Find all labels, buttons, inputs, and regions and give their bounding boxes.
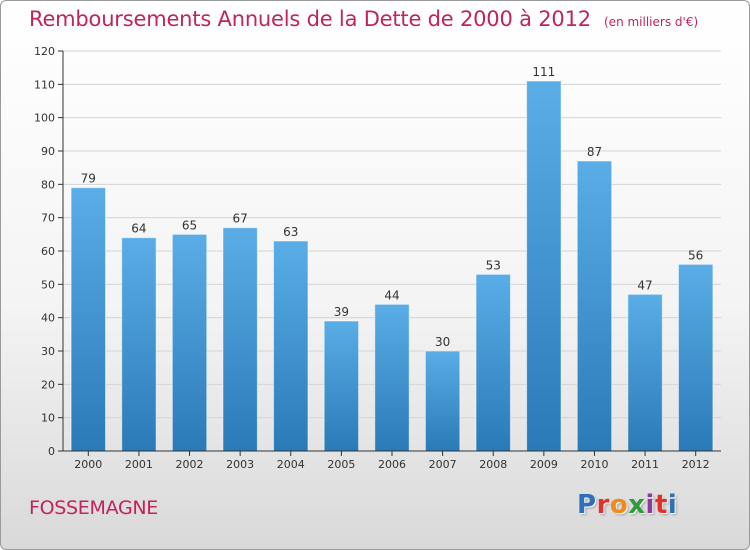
- x-tick-label: 2005: [327, 458, 355, 471]
- y-tick-label: 20: [41, 378, 55, 391]
- bar-value-label: 65: [182, 218, 197, 232]
- y-tick-label: 80: [41, 178, 55, 191]
- logo-letter: x: [628, 490, 646, 520]
- x-tick-label: 2001: [125, 458, 153, 471]
- bar-value-label: 87: [587, 145, 602, 159]
- bars: [70, 80, 714, 452]
- x-tick-label: 2003: [226, 458, 254, 471]
- chart-title-main: Remboursements Annuels de la Dette de 20…: [29, 7, 591, 31]
- bar-value-label: 111: [532, 65, 555, 79]
- bar-value-label: 79: [81, 172, 96, 186]
- x-tick-label: 2012: [682, 458, 710, 471]
- bar-2011: [627, 293, 663, 452]
- chart-title-unit: (en milliers d'€): [604, 15, 699, 29]
- bar-value-label: 56: [688, 248, 703, 262]
- y-tick-label: 10: [41, 412, 55, 425]
- bar-2007: [424, 350, 461, 452]
- x-tick-label: 2004: [277, 458, 305, 471]
- logo-letter: o: [609, 490, 629, 520]
- bar-2009: [526, 80, 562, 452]
- bar-2005: [323, 320, 360, 452]
- logo-letter: P: [577, 490, 597, 520]
- bar-2002: [171, 233, 208, 452]
- y-tick-label: 120: [34, 45, 55, 58]
- y-tick-label: 60: [41, 245, 55, 258]
- y-tick-label: 90: [41, 145, 55, 158]
- bar-value-label: 63: [283, 225, 298, 239]
- bar-value-label: 44: [384, 288, 399, 302]
- bar-value-label: 30: [435, 335, 450, 349]
- y-tick-label: 30: [41, 345, 55, 358]
- x-tick-label: 2007: [429, 458, 457, 471]
- labels: 79 2000 64 2001 65 2002 67 2003 63 2004 39 2005 44 20…: [74, 65, 709, 471]
- axes: 0 10 20 30 40 50 60 70 80 90 100 110 120: [34, 45, 721, 458]
- bar-value-label: 39: [334, 305, 349, 319]
- y-tick-label: 70: [41, 212, 55, 225]
- x-tick-label: 2000: [74, 458, 102, 471]
- y-tick-label: 50: [41, 278, 55, 291]
- bar-2008: [475, 273, 511, 452]
- x-tick-label: 2008: [479, 458, 507, 471]
- bar-2010: [576, 160, 613, 452]
- x-tick-label: 2006: [378, 458, 406, 471]
- x-tick-label: 2009: [530, 458, 558, 471]
- y-tick-label: 100: [34, 112, 55, 125]
- commune-name: FOSSEMAGNE: [29, 497, 159, 519]
- x-tick-label: 2010: [580, 458, 608, 471]
- y-tick-label: 110: [34, 78, 55, 91]
- bar-value-label: 53: [486, 258, 501, 272]
- y-tick-label: 0: [48, 445, 55, 458]
- bar-value-label: 47: [637, 278, 652, 292]
- logo-letter: r: [596, 490, 610, 520]
- bar-2004: [273, 240, 309, 452]
- logo-letter: t: [654, 490, 668, 520]
- y-tick-label: 40: [41, 312, 55, 325]
- x-tick-label: 2002: [176, 458, 204, 471]
- bar-2001: [121, 237, 157, 452]
- bar-value-label: 67: [233, 212, 248, 226]
- proxiti-logo: Proxiti: [577, 490, 677, 520]
- bar-2000: [70, 187, 107, 452]
- bar-2006: [374, 303, 410, 452]
- bar-value-label: 64: [131, 222, 146, 236]
- bar-2012: [677, 263, 714, 452]
- chart-title: Remboursements Annuels de la Dette de 20…: [29, 7, 698, 31]
- logo-letter: i: [645, 490, 655, 520]
- bar-2003: [222, 227, 258, 452]
- logo-letter: i: [667, 490, 678, 520]
- x-tick-label: 2011: [631, 458, 659, 471]
